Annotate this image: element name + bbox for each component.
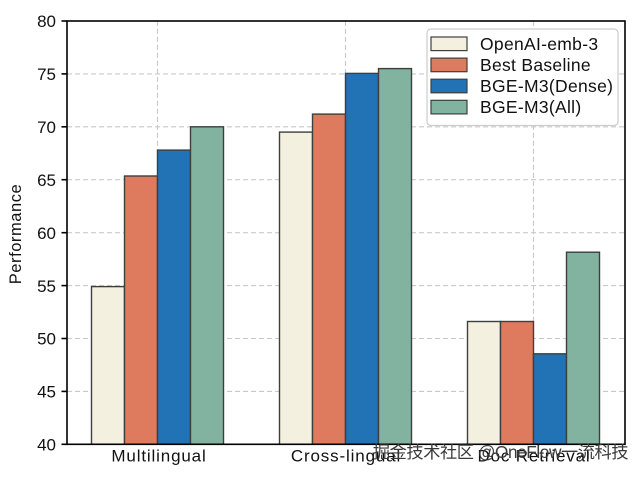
- svg-text:75: 75: [37, 65, 56, 84]
- svg-text:Best Baseline: Best Baseline: [480, 55, 591, 75]
- svg-text:60: 60: [37, 224, 56, 243]
- svg-text:Doc Retrieval: Doc Retrieval: [477, 447, 590, 466]
- svg-text:掘金技术社区 @OneFlow一流科技: 掘金技术社区 @OneFlow一流科技: [373, 442, 628, 462]
- svg-text:55: 55: [37, 277, 56, 296]
- svg-text:Multilingual: Multilingual: [111, 447, 206, 466]
- svg-text:70: 70: [37, 118, 56, 137]
- svg-text:45: 45: [37, 383, 56, 402]
- svg-text:65: 65: [37, 171, 56, 190]
- svg-text:Performance: Performance: [7, 184, 25, 285]
- svg-text:80: 80: [37, 12, 56, 31]
- svg-text:Cross-lingual: Cross-lingual: [291, 447, 401, 466]
- svg-text:OpenAI-emb-3: OpenAI-emb-3: [480, 34, 598, 54]
- svg-text:BGE-M3(Dense): BGE-M3(Dense): [480, 76, 613, 96]
- svg-text:50: 50: [37, 330, 56, 349]
- svg-text:40: 40: [37, 436, 56, 455]
- svg-text:BGE-M3(All): BGE-M3(All): [480, 97, 582, 117]
